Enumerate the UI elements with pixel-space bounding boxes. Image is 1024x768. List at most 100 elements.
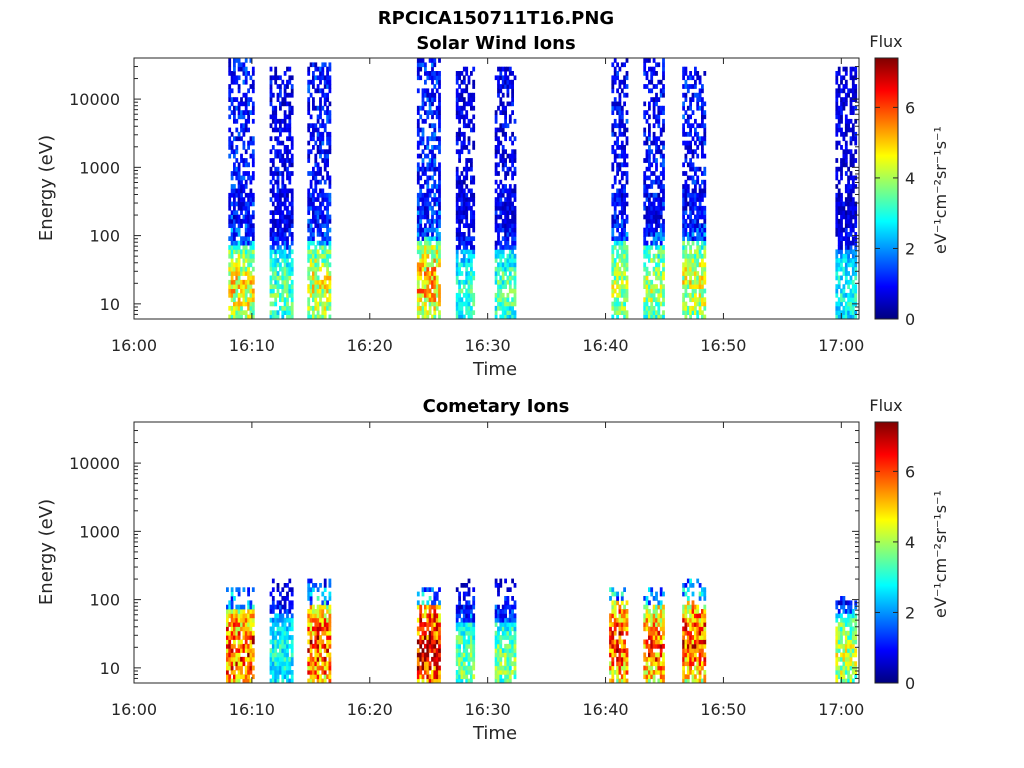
heatmap-cell xyxy=(419,626,423,632)
heatmap-cell xyxy=(854,184,858,189)
heatmap-cell xyxy=(316,310,320,315)
heatmap-cell xyxy=(269,101,273,107)
heatmap-cell xyxy=(235,210,239,215)
heatmap-cell xyxy=(426,266,430,272)
heatmap-cell xyxy=(616,314,619,319)
heatmap-cell xyxy=(435,661,439,667)
heatmap-cell xyxy=(625,179,629,185)
heatmap-cell xyxy=(435,249,439,255)
heatmap-cell xyxy=(307,305,311,311)
heatmap-cell xyxy=(288,210,292,215)
heatmap-cell xyxy=(465,249,469,255)
heatmap-cell xyxy=(698,232,702,237)
heatmap-cell xyxy=(433,75,437,81)
heatmap-cell xyxy=(465,71,469,76)
heatmap-cell xyxy=(613,192,617,198)
heatmap-cell xyxy=(416,310,420,315)
heatmap-cell xyxy=(849,158,853,163)
heatmap-cell xyxy=(283,596,287,601)
heatmap-cell xyxy=(438,626,441,632)
heatmap-cell xyxy=(307,79,311,85)
heatmap-cell xyxy=(694,310,697,315)
heatmap-cell xyxy=(424,652,427,658)
heatmap-cell xyxy=(251,197,255,202)
heatmap-cell xyxy=(431,71,434,76)
heatmap-cell xyxy=(494,583,498,588)
heatmap-cell xyxy=(854,210,858,215)
heatmap-cell xyxy=(242,66,246,72)
heatmap-cell xyxy=(623,153,626,159)
heatmap-cell xyxy=(837,305,841,311)
heatmap-cell xyxy=(316,253,320,259)
heatmap-cell xyxy=(326,253,329,259)
heatmap-cell xyxy=(455,245,459,250)
heatmap-cell xyxy=(276,218,280,224)
heatmap-cell xyxy=(703,245,707,250)
heatmap-cell xyxy=(426,643,430,649)
heatmap-cell xyxy=(497,639,500,645)
heatmap-cell xyxy=(497,678,500,683)
heatmap-cell xyxy=(421,249,425,255)
heatmap-cell xyxy=(276,639,280,645)
heatmap-cell xyxy=(309,205,313,211)
heatmap-cell xyxy=(497,197,500,202)
heatmap-cell xyxy=(835,75,839,81)
heatmap-cell xyxy=(230,617,234,623)
heatmap-cell xyxy=(326,92,329,98)
heatmap-cell xyxy=(426,184,430,189)
heatmap-cell xyxy=(643,284,647,289)
heatmap-cell xyxy=(691,197,695,202)
heatmap-cell xyxy=(235,604,239,610)
heatmap-cell xyxy=(696,279,700,285)
heatmap-cell xyxy=(326,232,329,237)
heatmap-cell xyxy=(611,131,615,137)
heatmap-cell xyxy=(431,62,434,68)
heatmap-cell xyxy=(286,661,289,667)
heatmap-cell xyxy=(652,227,656,233)
heatmap-cell xyxy=(438,105,441,111)
heatmap-cell xyxy=(279,140,282,146)
x-tick-label: 16:10 xyxy=(229,336,275,355)
heatmap-cell xyxy=(494,227,498,233)
heatmap-cell xyxy=(611,670,615,675)
heatmap-cell xyxy=(691,310,695,315)
heatmap-cell xyxy=(657,297,661,303)
heatmap-cell xyxy=(230,622,234,627)
heatmap-cell xyxy=(435,88,439,94)
heatmap-cell xyxy=(662,249,665,255)
heatmap-cell xyxy=(323,162,327,168)
heatmap-cell xyxy=(854,214,858,220)
heatmap-cell xyxy=(307,275,311,281)
heatmap-cell xyxy=(696,258,700,263)
heatmap-cell xyxy=(643,114,647,120)
heatmap-cell xyxy=(513,626,517,632)
heatmap-cell xyxy=(691,166,695,172)
heatmap-cell xyxy=(499,75,503,81)
heatmap-cell xyxy=(467,284,471,289)
heatmap-cell xyxy=(465,297,469,303)
heatmap-cell xyxy=(228,643,232,649)
colorbar-unit-label: eV⁻¹cm⁻²sr⁻¹s⁻¹ xyxy=(931,126,950,254)
heatmap-cell xyxy=(648,149,651,155)
heatmap-cell xyxy=(286,665,289,671)
heatmap-cell xyxy=(616,622,619,627)
heatmap-cell xyxy=(511,310,514,315)
heatmap-cell xyxy=(326,114,329,120)
heatmap-cell xyxy=(698,253,702,259)
heatmap-cell xyxy=(428,305,432,311)
heatmap-cell xyxy=(499,639,503,645)
heatmap-cell xyxy=(467,201,471,207)
heatmap-cell xyxy=(271,596,275,601)
heatmap-cell xyxy=(438,201,441,207)
heatmap-cell xyxy=(424,62,427,68)
heatmap-cell xyxy=(497,609,500,614)
heatmap-cell xyxy=(467,97,471,102)
heatmap-cell xyxy=(328,227,332,233)
heatmap-cell xyxy=(511,227,514,233)
heatmap-cell xyxy=(251,587,255,592)
heatmap-cell xyxy=(281,288,285,294)
heatmap-cell xyxy=(618,292,622,298)
heatmap-cell xyxy=(458,674,461,680)
heatmap-cell xyxy=(247,678,250,683)
heatmap-cell xyxy=(494,630,498,636)
